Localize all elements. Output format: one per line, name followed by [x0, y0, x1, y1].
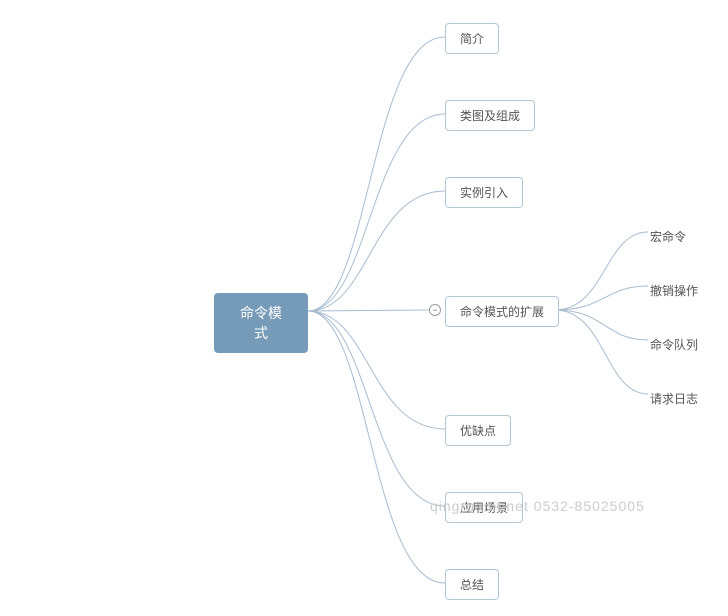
leaf-node-log[interactable]: 请求日志 — [650, 390, 698, 407]
branch-label: 实例引入 — [460, 186, 508, 200]
watermark-text: qingruanit.net 0532-85025005 — [430, 498, 645, 514]
leaf-label: 宏命令 — [650, 230, 686, 244]
edge-root-branch — [308, 114, 445, 311]
edge-root-branch — [308, 310, 429, 311]
collapse-symbol: − — [432, 306, 437, 315]
branch-node-class[interactable]: 类图及组成 — [445, 100, 535, 131]
branch-node-example[interactable]: 实例引入 — [445, 177, 523, 208]
root-node[interactable]: 命令模式 — [214, 293, 308, 353]
leaf-node-macro[interactable]: 宏命令 — [650, 228, 686, 245]
branch-label: 类图及组成 — [460, 109, 520, 123]
branch-label: 总结 — [460, 578, 484, 592]
branch-node-summary[interactable]: 总结 — [445, 569, 499, 600]
leaf-label: 撤销操作 — [650, 284, 698, 298]
edge-root-branch — [308, 311, 445, 506]
edge-root-branch — [308, 311, 445, 583]
branch-label: 简介 — [460, 32, 484, 46]
branch-label: 优缺点 — [460, 424, 496, 438]
edge-branch-leaf — [555, 310, 648, 340]
edge-root-branch — [308, 191, 445, 311]
edge-branch-leaf — [555, 286, 648, 310]
branch-node-extend[interactable]: 命令模式的扩展 — [445, 296, 559, 327]
leaf-node-undo[interactable]: 撤销操作 — [650, 282, 698, 299]
leaf-label: 命令队列 — [650, 338, 698, 352]
leaf-node-queue[interactable]: 命令队列 — [650, 336, 698, 353]
branch-label: 命令模式的扩展 — [460, 305, 544, 319]
leaf-label: 请求日志 — [650, 392, 698, 406]
root-label: 命令模式 — [240, 305, 282, 341]
edge-branch-leaf — [555, 232, 648, 310]
edge-root-branch — [308, 311, 445, 429]
collapse-handle-icon[interactable]: − — [429, 304, 441, 316]
edge-root-branch — [308, 37, 445, 311]
edge-branch-leaf — [555, 310, 648, 394]
branch-node-proscons[interactable]: 优缺点 — [445, 415, 511, 446]
edge-layer — [0, 0, 728, 616]
branch-node-intro[interactable]: 简介 — [445, 23, 499, 54]
